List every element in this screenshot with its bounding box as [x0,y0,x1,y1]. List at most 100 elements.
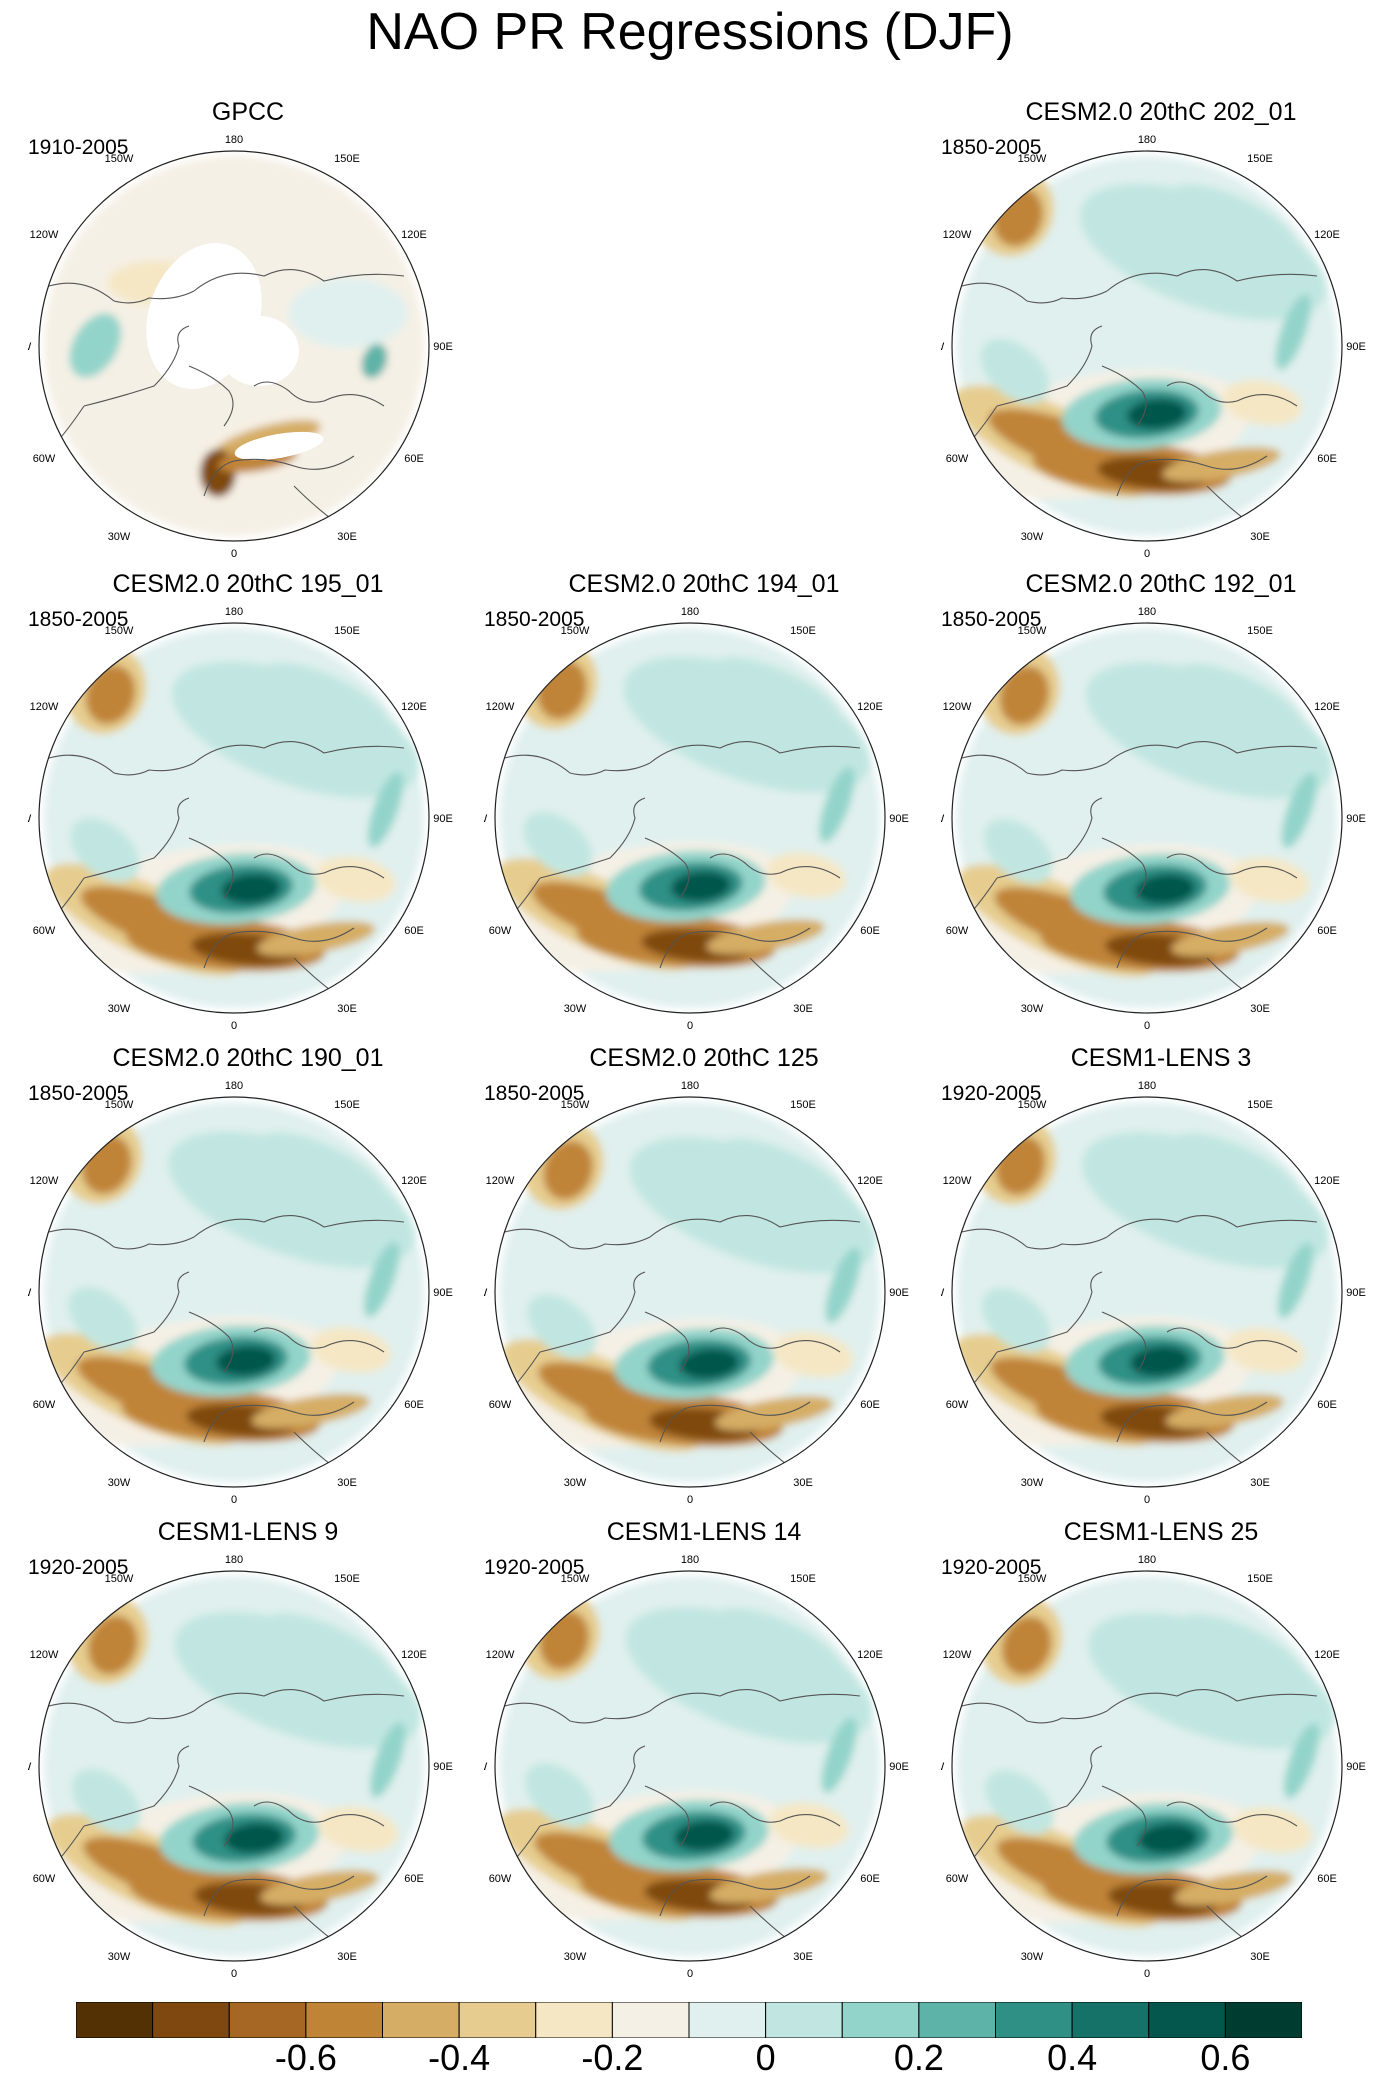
colorbar-box [76,2002,154,2038]
longitude-label: 0 [687,1020,693,1032]
panel-years: 1850-2005 [941,136,1042,159]
coastline [1101,1311,1147,1373]
panel-title: GPCC [211,98,285,126]
anomaly-region [71,1769,141,1834]
longitude-label: 30E [1250,1477,1270,1489]
longitude-label: 30W [108,1477,131,1489]
colorbar-box [305,2002,383,2038]
polar-map: 180 150E 120E 90E 60E 30E 0 30W 60W 90W 120W 150W [484,1080,909,1506]
anomaly-region [523,811,593,876]
longitude-label: 90W [484,813,488,825]
colorbar-tick-label: 0.4 [1047,2037,1098,2078]
anomaly-region [215,1345,276,1376]
polar-map: 180 150E 120E 90E 60E 30E 0 30W 60W 90W 120W 150W [484,1554,909,1980]
longitude-label: 30W [564,1477,587,1489]
panel-title: CESM2.0 20thC 194_01 [568,570,840,598]
anomaly-region [68,1286,138,1351]
longitude-label: 120E [1314,1175,1340,1187]
anomaly-region [679,1348,740,1379]
longitude-label: 0 [231,1494,237,1506]
coastline [1166,1801,1298,1827]
anomaly-region [1225,1327,1305,1374]
coastline [1116,1401,1268,1443]
map-boundary [951,1570,1343,1962]
colorbar-box [382,2002,460,2038]
longitude-label: 30E [337,1003,357,1015]
colorbar-tick-label: -0.4 [428,2037,491,2078]
coastline [48,1228,195,1250]
panel-years: 1920-2005 [941,1082,1042,1105]
anomaly-region [370,1722,406,1798]
precip-field [41,1102,424,1482]
polar-map: 180 150E 120E 90E 60E 30E 0 30W 60W 90W 120W 150W [941,1080,1366,1506]
anomaly-region [1174,663,1304,738]
coastline [253,1801,385,1827]
coastline [1101,837,1147,899]
longitude-label: 150W [105,625,134,637]
coastline [193,1215,405,1238]
longitude-label: 90E [889,1287,909,1299]
longitude-label: 90W [484,1761,488,1773]
longitude-label: 60E [1317,1873,1337,1885]
longitude-label: 30W [564,1003,587,1015]
longitude-label: 90W [28,341,32,353]
coastline [961,1702,1108,1724]
colorbar-tick-label: 0 [755,2037,776,2078]
polar-map: 180 150E 120E 90E 60E 30E 0 30W 60W 90W 120W 150W [28,1080,453,1506]
anomaly-region [1085,662,1333,799]
longitude-label: 90E [1346,1761,1366,1773]
longitude-label: 90W [28,1761,32,1773]
longitude-label: 60W [946,925,969,937]
longitude-label: 30W [108,1951,131,1963]
coastline [644,837,690,899]
longitude-label: 90E [1346,341,1366,353]
panel-title: CESM1-LENS 9 [157,1518,339,1546]
map-panel: CESM2.0 20thC 195_01 1850-2005 180 150E 120E… [28,570,468,1040]
anomaly-region [1281,772,1318,849]
polar-map: 180 150E 120E 90E 60E 30E 0 30W 60W 90W 120W 150W [941,134,1366,560]
anomaly-region [288,278,408,348]
coastline [253,853,385,879]
longitude-label: 180 [681,1080,699,1092]
coastline [649,741,861,764]
colorbar-box [1148,2002,1226,2038]
longitude-label: 120W [486,1175,515,1187]
longitude-label: 90W [28,813,32,825]
coastline [1166,853,1298,879]
longitude-label: 30E [1250,531,1270,543]
anomaly-region [1171,921,1290,957]
panel-years: 1850-2005 [484,608,585,631]
anomaly-region [981,1287,1051,1353]
colorbar-box [152,2002,230,2038]
longitude-label: 150W [1018,1099,1047,1111]
longitude-label: 0 [1144,1968,1150,1980]
panel-title: CESM1-LENS 25 [1063,1518,1259,1546]
longitude-label: 120W [943,229,972,241]
longitude-label: 60W [33,1399,56,1411]
anomaly-region [168,1131,416,1268]
polar-map: 180 150E 120E 90E 60E 30E 0 30W 60W 90W 120W 150W [28,134,453,560]
longitude-label: 150W [1018,625,1047,637]
longitude-label: 30E [793,1003,813,1015]
colorbar-tick-label: 0.6 [1200,2037,1251,2078]
longitude-label: 90E [889,813,909,825]
longitude-label: 0 [1144,548,1150,560]
coastline [1101,365,1147,427]
longitude-label: 90E [889,1761,909,1773]
longitude-label: 180 [1138,134,1156,146]
anomaly-region [706,919,825,955]
coastline [203,455,355,497]
longitude-label: 120E [401,1649,427,1661]
longitude-label: 90W [941,1287,945,1299]
precip-field [952,156,1337,536]
longitude-label: 150W [1018,153,1047,165]
map-panel: CESM1-LENS 9 1920-2005 180 150E 120E 90E 60E 30… [28,1518,468,1988]
longitude-label: 150E [790,625,816,637]
anomaly-region [524,1762,595,1828]
panel-years: 1920-2005 [484,1556,585,1579]
coastline [504,1702,651,1724]
longitude-label: 30W [564,1951,587,1963]
longitude-label: 30E [793,1951,813,1963]
map-boundary [38,1096,430,1488]
anomaly-region [709,1868,829,1903]
